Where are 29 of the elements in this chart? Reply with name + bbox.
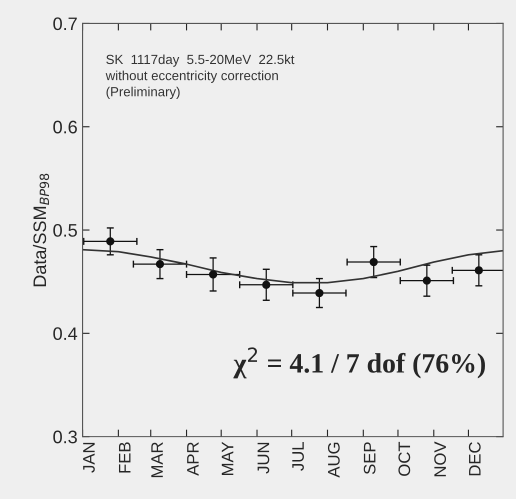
point	[315, 288, 324, 298]
x-tick-label: NOV	[434, 442, 446, 476]
point	[106, 237, 114, 246]
y-axis-title: Data/SSM$_{BP98}$	[32, 174, 50, 286]
x-tick-label: AUG	[328, 442, 340, 478]
x-tick-label: DEC	[468, 442, 481, 476]
x-tick-label: OCT	[398, 442, 410, 476]
point	[209, 270, 218, 279]
y-tick-label: 0.7	[53, 17, 77, 30]
point	[422, 276, 431, 285]
y-tick-label: 0.3	[53, 430, 77, 444]
annotation: SK 1117day 5.5-20MeV 22.5kt without eccentricity correction (Preliminary)	[106, 54, 294, 99]
point	[474, 266, 483, 274]
y-tick-label: 0.6	[53, 120, 77, 134]
x-tick-label: JUL	[292, 442, 304, 471]
x-tick-label: SEP	[364, 442, 376, 474]
x-tick-label: APR	[187, 442, 199, 476]
y-tick-label: 0.5	[53, 224, 77, 237]
y-tick-label: 0.4	[53, 327, 78, 340]
x-tick-label: JUN	[258, 442, 270, 474]
point	[370, 258, 378, 266]
line-series	[82, 248, 504, 284]
x-tick-label: MAR	[151, 442, 163, 478]
x-tick-label: JAN	[83, 442, 95, 473]
annotation: χ$^{2}$ = 4.1 / 7 dof (76%)	[233, 347, 485, 378]
point	[262, 280, 270, 289]
point	[156, 260, 164, 268]
x-tick-label: MAY	[222, 442, 234, 476]
x-tick-label: FEB	[118, 442, 130, 473]
